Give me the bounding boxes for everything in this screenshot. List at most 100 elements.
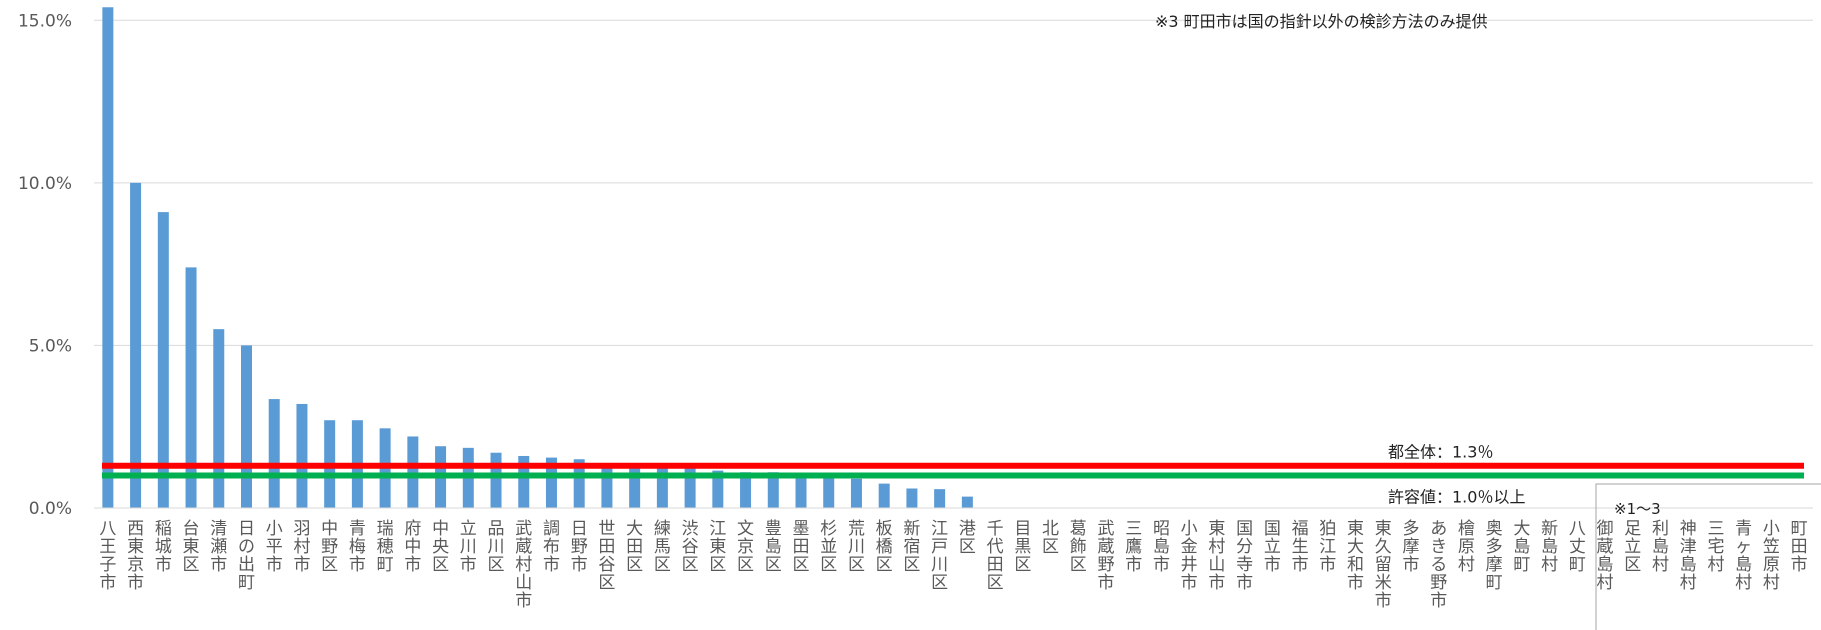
bar [961,496,973,508]
x-tick-label: 荒川区 [848,519,865,575]
x-tick-label: 神津島村 [1680,519,1697,593]
x-tick-label: 江東区 [709,519,726,575]
x-tick-label: 渋谷区 [682,519,699,575]
x-tick-label: 国立市 [1264,519,1281,575]
x-tick-label: 中野区 [321,519,338,575]
bar [629,465,641,508]
x-tick-label: 大田区 [626,519,643,575]
bar [878,483,890,508]
y-tick-label: 5.0% [29,336,72,356]
bar [684,467,696,508]
x-tick-label: 八丈町 [1569,519,1586,575]
bar [268,399,280,508]
bar [712,470,724,508]
bar [573,459,585,508]
x-tick-label: 東大和市 [1347,519,1364,593]
x-tick-label: 奥多摩町 [1486,519,1503,593]
x-tick-label: 練馬区 [654,519,671,575]
bar [407,436,419,508]
bar [130,182,142,508]
y-tick-label: 0.0% [29,499,72,519]
x-tick-label: 港区 [959,519,976,557]
x-tick-label: 府中市 [404,519,421,575]
x-tick-label: 板橋区 [876,519,893,575]
bar [545,457,557,508]
bar [795,473,807,508]
x-tick-label: 多摩市 [1402,519,1419,575]
bar [157,212,169,509]
bar [767,472,779,508]
bar [934,489,946,508]
x-tick-label: 福生市 [1292,519,1309,575]
y-tick-label: 10.0% [18,174,72,194]
x-tick-label: 新島村 [1541,519,1558,575]
x-tick-label: 小平市 [266,519,283,575]
x-tick-label: 大島町 [1513,519,1530,575]
x-tick-label: 稲城市 [155,519,172,575]
reference-lines: 都全体：1.3％ 許容値：1.0％以上 [102,443,1804,506]
x-tick-label: 墨田区 [793,519,810,575]
x-tick-label: 中央区 [432,519,449,575]
x-tick-label: 八王子市 [99,519,116,593]
bar [740,472,752,508]
x-tick-label: 東久留米市 [1375,519,1392,611]
bar [518,455,530,508]
x-tick-label: 武蔵村山市 [515,519,532,611]
x-tick-label: 品川区 [488,519,505,575]
x-tick-label: 日野市 [571,519,588,575]
x-tick-label: 立川市 [460,519,477,575]
x-tick-label: 町田市 [1791,519,1808,575]
x-tick-label: 豊島区 [765,519,782,575]
note-1-3: ※1～3 [1614,500,1661,518]
x-tick-label: 調布市 [543,519,560,575]
x-tick-label: 千代田区 [987,519,1004,593]
x-tick-label: 文京区 [737,519,754,575]
gridlines [94,19,1813,346]
x-tick-label: 世田谷区 [598,519,615,593]
bar [656,465,668,508]
x-tick-label: 台東区 [183,519,200,575]
x-tick-label: 青ヶ島村 [1735,519,1752,593]
x-tick-label: 羽村市 [293,519,310,575]
x-tick-label: 西東京市 [127,519,144,593]
reference-line-label: 都全体：1.3％ [1388,443,1493,462]
x-tick-label: 小笠原村 [1763,519,1780,593]
note-bracket [1595,483,1821,630]
bar [601,465,613,508]
x-tick-label: 昭島市 [1153,519,1170,575]
x-tick-label: 三鷹市 [1125,519,1142,575]
x-tick-label: 青梅市 [349,519,366,575]
bar [823,475,835,508]
x-tick-label: あきる野市 [1430,519,1447,611]
x-tick-label: 杉並区 [820,519,837,575]
x-tick-label: 北区 [1042,519,1059,557]
bars [102,7,973,509]
y-axis-ticks: 0.0% 5.0% 10.0% 15.0% [18,11,72,519]
x-tick-label: 瑞穂町 [377,519,394,575]
bar [906,488,918,508]
x-tick-label: 国分寺市 [1236,519,1253,593]
bar [296,403,308,508]
x-tick-label: 狛江市 [1319,519,1336,575]
x-tick-label: 武蔵野市 [1097,519,1114,593]
x-tick-label: 新宿区 [903,519,920,575]
bar [185,267,197,508]
bar [240,345,252,508]
x-tick-label: 利島村 [1652,519,1669,575]
bar [102,7,114,508]
x-tick-label: 日の出町 [238,519,255,593]
x-tick-label: 三宅村 [1707,519,1724,575]
x-tick-label: 檜原村 [1458,518,1475,575]
category-labels: 八王子市西東京市稲城市台東区清瀬市日の出町小平市羽村市中野区青梅市瑞穂町府中市中… [99,518,1807,611]
x-tick-label: 清瀬市 [210,519,227,575]
x-tick-label: 足立区 [1624,519,1641,575]
y-tick-label: 15.0% [18,11,72,31]
x-tick-label: 江戸川区 [931,519,948,593]
x-tick-label: 葛飾区 [1070,519,1087,575]
note-machida: ※3 町田市は国の指針以外の検診方法のみ提供 [1155,12,1488,31]
x-tick-label: 目黒区 [1014,519,1031,575]
bar [490,452,502,508]
bar [850,478,862,508]
x-tick-label: 御蔵島村 [1597,519,1614,593]
